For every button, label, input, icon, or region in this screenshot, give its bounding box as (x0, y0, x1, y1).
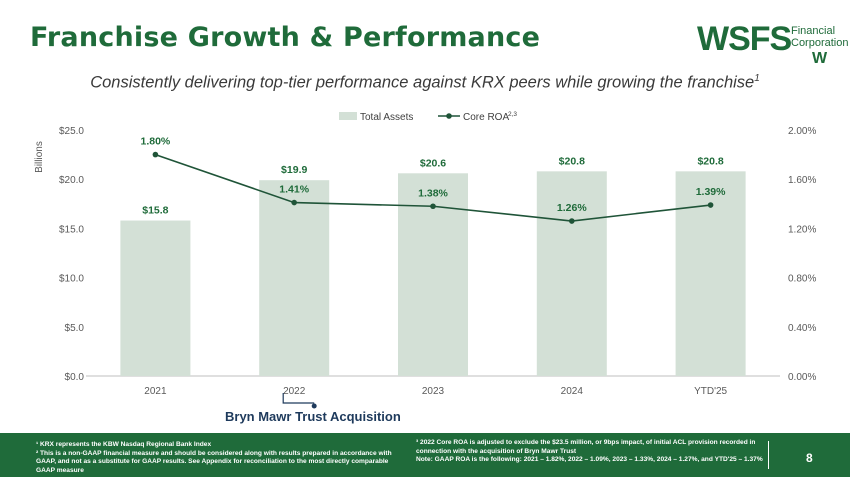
logo-line-corporation: Corporation (791, 37, 849, 49)
logo-line-financial: Financial (791, 25, 836, 37)
page-subtitle: Consistently delivering top-tier perform… (0, 73, 850, 93)
footnotes-right: ³ 2022 Core ROA is adjusted to exclude t… (416, 439, 766, 465)
logo-w-mark: W (812, 50, 828, 67)
right-axis-tick-label: 1.20% (788, 224, 816, 235)
bar-total-assets-2022 (259, 180, 330, 376)
x-axis-tick-label: YTD'25 (694, 386, 727, 397)
core-roa-point-2022 (291, 199, 298, 206)
line-data-label: 1.41% (279, 184, 309, 196)
left-axis-tick-label: $0.0 (65, 372, 85, 383)
legend-label-core-roa: Core ROA (463, 112, 509, 123)
footnote-note: Note: GAAP ROA is the following: 2021 – … (416, 456, 763, 464)
x-axis-tick-label: 2024 (561, 386, 584, 397)
left-axis-tick-label: $5.0 (65, 323, 85, 334)
left-axis-title: Billions (34, 141, 45, 173)
x-axis-tick-label: 2022 (283, 386, 306, 397)
footnote-1: ¹ KRX represents the KBW Nasdaq Regional… (36, 441, 212, 448)
line-data-label: 1.80% (141, 136, 171, 148)
line-data-label: 1.39% (696, 186, 726, 198)
left-axis-tick-label: $25.0 (59, 126, 84, 137)
bar-series-total-assets (120, 171, 746, 376)
line-series-core-roa (152, 151, 714, 224)
footnote-3: ³ 2022 Core ROA is adjusted to exclude t… (416, 439, 756, 455)
bar-total-assets-YTD'25 (675, 171, 746, 376)
legend-label-total-assets: Total Assets (360, 112, 413, 123)
wsfs-logo: WSFS Financial Corporation (697, 20, 849, 70)
logo-wordmark: WSFS (697, 20, 792, 58)
logo-subtext: Financial Corporation (791, 25, 849, 49)
bar-data-label: $15.8 (142, 205, 168, 217)
left-axis-tick-label: $20.0 (59, 175, 84, 186)
left-axis-tick-label: $15.0 (59, 224, 84, 235)
right-axis-tick-label: 1.60% (788, 175, 816, 186)
x-axis-tick-label: 2021 (144, 386, 167, 397)
right-axis-tick-label: 0.00% (788, 372, 816, 383)
right-axis-tick-label: 0.80% (788, 274, 816, 285)
core-roa-point-2021 (152, 151, 159, 158)
acquisition-annotation: Bryn Mawr Trust Acquisition (225, 409, 401, 424)
bar-data-label: $20.6 (420, 157, 446, 169)
footnotes-left: ¹ KRX represents the KBW Nasdaq Regional… (36, 441, 396, 475)
legend-label-core-roa-sup: 2,3 (508, 111, 517, 118)
chart-labels: $0.0 $5.0 $10.0 $15.0 $20.0 $25.0 Billions 0.00… (34, 126, 816, 409)
core-roa-point-YTD'25 (707, 202, 714, 208)
subtitle-text: Consistently delivering top-tier perform… (90, 73, 755, 92)
bar-total-assets-2021 (120, 220, 191, 376)
subtitle-footnote-ref: 1 (754, 73, 760, 84)
bar-total-assets-2024 (536, 171, 607, 376)
acquisition-marker-dot (311, 403, 317, 409)
page-title: Franchise Growth & Performance (30, 22, 541, 53)
x-axis-tick-label: 2023 (422, 386, 445, 397)
bar-data-label: $20.8 (559, 155, 585, 167)
legend-swatch-total-assets (339, 112, 357, 120)
right-axis-tick-label: 2.00% (788, 126, 816, 137)
footer-divider (768, 441, 769, 469)
line-data-label: 1.38% (418, 187, 448, 199)
page-number: 8 (806, 451, 813, 465)
acquisition-bracket (282, 393, 315, 404)
line-data-label: 1.26% (557, 202, 587, 214)
footer-bar: ¹ KRX represents the KBW Nasdaq Regional… (0, 433, 850, 477)
legend-marker-core-roa (446, 113, 452, 119)
right-axis-tick-label: 0.40% (788, 323, 816, 334)
core-roa-point-2023 (430, 203, 436, 210)
core-roa-point-2024 (569, 218, 575, 224)
bar-data-label: $20.8 (697, 155, 723, 167)
footnote-2: ² This is a non-GAAP financial measure a… (36, 449, 392, 474)
left-axis-tick-label: $10.0 (59, 274, 84, 285)
bar-data-label: $19.9 (281, 164, 307, 176)
